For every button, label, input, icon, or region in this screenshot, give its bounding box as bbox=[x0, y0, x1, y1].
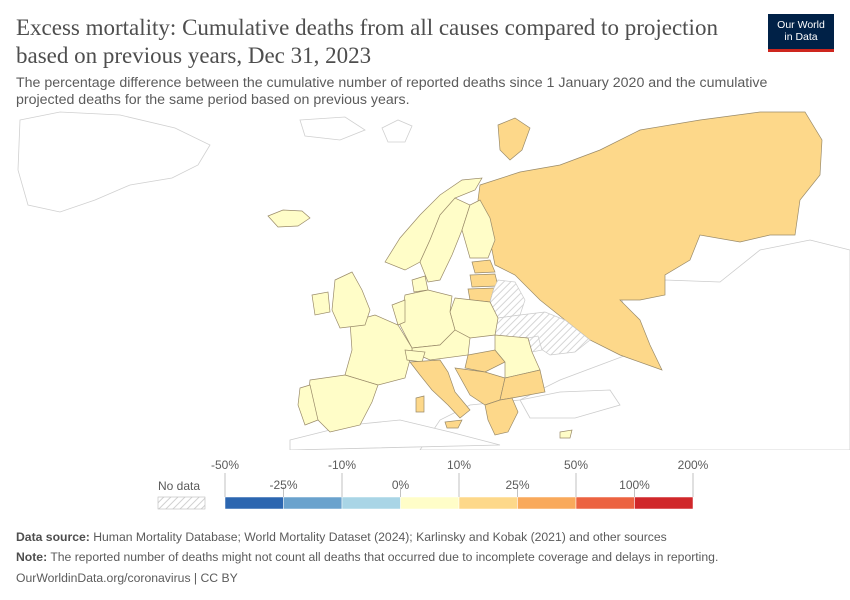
region-balkans[interactable] bbox=[454, 367, 506, 406]
legend-no-data-label: No data bbox=[158, 479, 200, 493]
region-russia[interactable] bbox=[477, 111, 823, 371]
logo-line-2: in Data bbox=[784, 31, 818, 43]
region-cyprus[interactable] bbox=[559, 429, 573, 439]
region-bulgaria[interactable] bbox=[499, 369, 546, 401]
legend-swatch-6[interactable] bbox=[575, 496, 635, 510]
legend-swatch-5[interactable] bbox=[517, 496, 577, 510]
footer-source-text: Human Mortality Database; World Mortalit… bbox=[89, 530, 667, 544]
legend-label-top-3: 50% bbox=[564, 458, 588, 472]
legend-label-top-1: -10% bbox=[328, 458, 356, 472]
footer-source-label: Data source: bbox=[16, 530, 90, 544]
footer-source: Data source: Human Mortality Database; W… bbox=[16, 530, 667, 544]
region-central-asia[interactable] bbox=[419, 239, 850, 450]
region-greenland[interactable] bbox=[17, 111, 211, 213]
region-sicily[interactable] bbox=[444, 419, 463, 429]
logo-line-1: Our World bbox=[777, 19, 825, 31]
region-svalbard[interactable] bbox=[381, 119, 413, 143]
region-denmark[interactable] bbox=[411, 275, 429, 293]
legend-swatch-2[interactable] bbox=[341, 496, 401, 510]
legend-swatch-4[interactable] bbox=[458, 496, 518, 510]
region-latvia[interactable] bbox=[469, 273, 499, 288]
europe-map bbox=[17, 111, 850, 450]
footer-note-text: The reported number of deaths might not … bbox=[47, 550, 719, 564]
region-portugal[interactable] bbox=[297, 384, 319, 426]
legend-no-data-swatch bbox=[157, 496, 206, 510]
legend-label-top-0: -50% bbox=[211, 458, 239, 472]
region-ireland[interactable] bbox=[311, 291, 331, 316]
legend-label-bottom-3: 100% bbox=[619, 478, 650, 492]
region-benelux[interactable] bbox=[391, 299, 406, 326]
region-hungary[interactable] bbox=[464, 349, 506, 373]
legend-label-top-2: 10% bbox=[447, 458, 471, 472]
legend-swatch-0[interactable] bbox=[224, 496, 284, 510]
legend: No data -50% -10% 10% 50% 200% -25% 0% 25% 100% bbox=[157, 458, 709, 510]
region-switzerland[interactable] bbox=[404, 349, 426, 363]
region-sardinia[interactable] bbox=[415, 395, 425, 413]
legend-swatch-3[interactable] bbox=[400, 496, 460, 510]
region-greece[interactable] bbox=[484, 397, 519, 436]
legend-label-bottom-1: 0% bbox=[392, 478, 410, 492]
chart-title: Excess mortality: Cumulative deaths from… bbox=[16, 15, 718, 68]
owid-logo[interactable]: Our World in Data bbox=[768, 14, 834, 52]
legend-swatch-1[interactable] bbox=[283, 496, 343, 510]
region-finland[interactable] bbox=[461, 199, 496, 259]
region-estonia[interactable] bbox=[471, 259, 496, 274]
footer-note: Note: The reported number of deaths migh… bbox=[16, 550, 718, 564]
legend-swatch-7[interactable] bbox=[634, 496, 694, 510]
region-uk[interactable] bbox=[331, 271, 371, 329]
region-turkey[interactable] bbox=[519, 389, 621, 419]
region-arctic-islands[interactable] bbox=[299, 116, 366, 141]
region-france[interactable] bbox=[344, 314, 413, 386]
legend-label-bottom-2: 25% bbox=[505, 478, 529, 492]
legend-label-bottom-0: -25% bbox=[269, 478, 297, 492]
region-iceland[interactable] bbox=[267, 209, 311, 228]
footer-note-label: Note: bbox=[16, 550, 48, 564]
chart-subtitle: The percentage difference between the cu… bbox=[16, 75, 768, 108]
region-novaya-zemlya[interactable] bbox=[497, 117, 531, 161]
region-italy[interactable] bbox=[409, 359, 471, 419]
footer-url[interactable]: OurWorldinData.org/coronavirus | CC BY bbox=[16, 571, 238, 585]
legend-label-top-4: 200% bbox=[678, 458, 709, 472]
